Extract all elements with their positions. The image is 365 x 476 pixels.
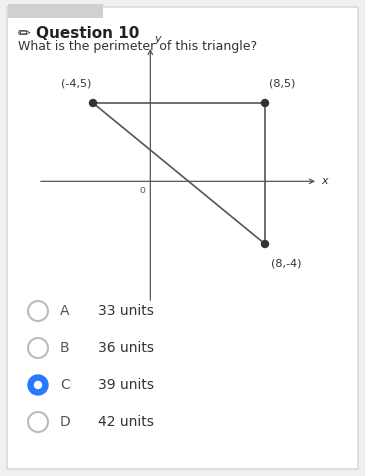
Bar (8, 4, 103, 18)
Circle shape (28, 338, 48, 358)
Circle shape (261, 99, 269, 107)
Text: o: o (139, 185, 145, 195)
Text: B: B (60, 341, 70, 355)
Text: 36 units: 36 units (98, 341, 154, 355)
Circle shape (28, 301, 48, 321)
Circle shape (261, 240, 269, 248)
Text: x: x (321, 176, 328, 186)
Circle shape (89, 99, 96, 107)
Text: ✏ Question 10: ✏ Question 10 (18, 26, 139, 41)
Text: C: C (60, 378, 70, 392)
Circle shape (28, 375, 48, 395)
Text: 33 units: 33 units (98, 304, 154, 318)
Text: 42 units: 42 units (98, 415, 154, 429)
FancyBboxPatch shape (7, 7, 358, 469)
Text: A: A (60, 304, 69, 318)
Circle shape (35, 381, 42, 388)
Text: (8,5): (8,5) (269, 79, 295, 89)
Text: (8,-4): (8,-4) (271, 258, 301, 268)
Text: (-4,5): (-4,5) (61, 79, 91, 89)
Text: D: D (60, 415, 71, 429)
Text: 39 units: 39 units (98, 378, 154, 392)
Text: What is the perimeter of this triangle?: What is the perimeter of this triangle? (18, 40, 257, 53)
Text: y: y (154, 34, 161, 44)
Circle shape (28, 412, 48, 432)
